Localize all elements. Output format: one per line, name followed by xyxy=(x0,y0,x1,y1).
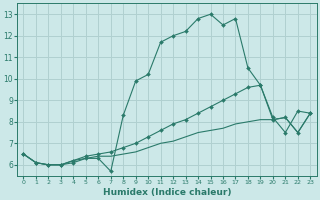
X-axis label: Humidex (Indice chaleur): Humidex (Indice chaleur) xyxy=(103,188,231,197)
